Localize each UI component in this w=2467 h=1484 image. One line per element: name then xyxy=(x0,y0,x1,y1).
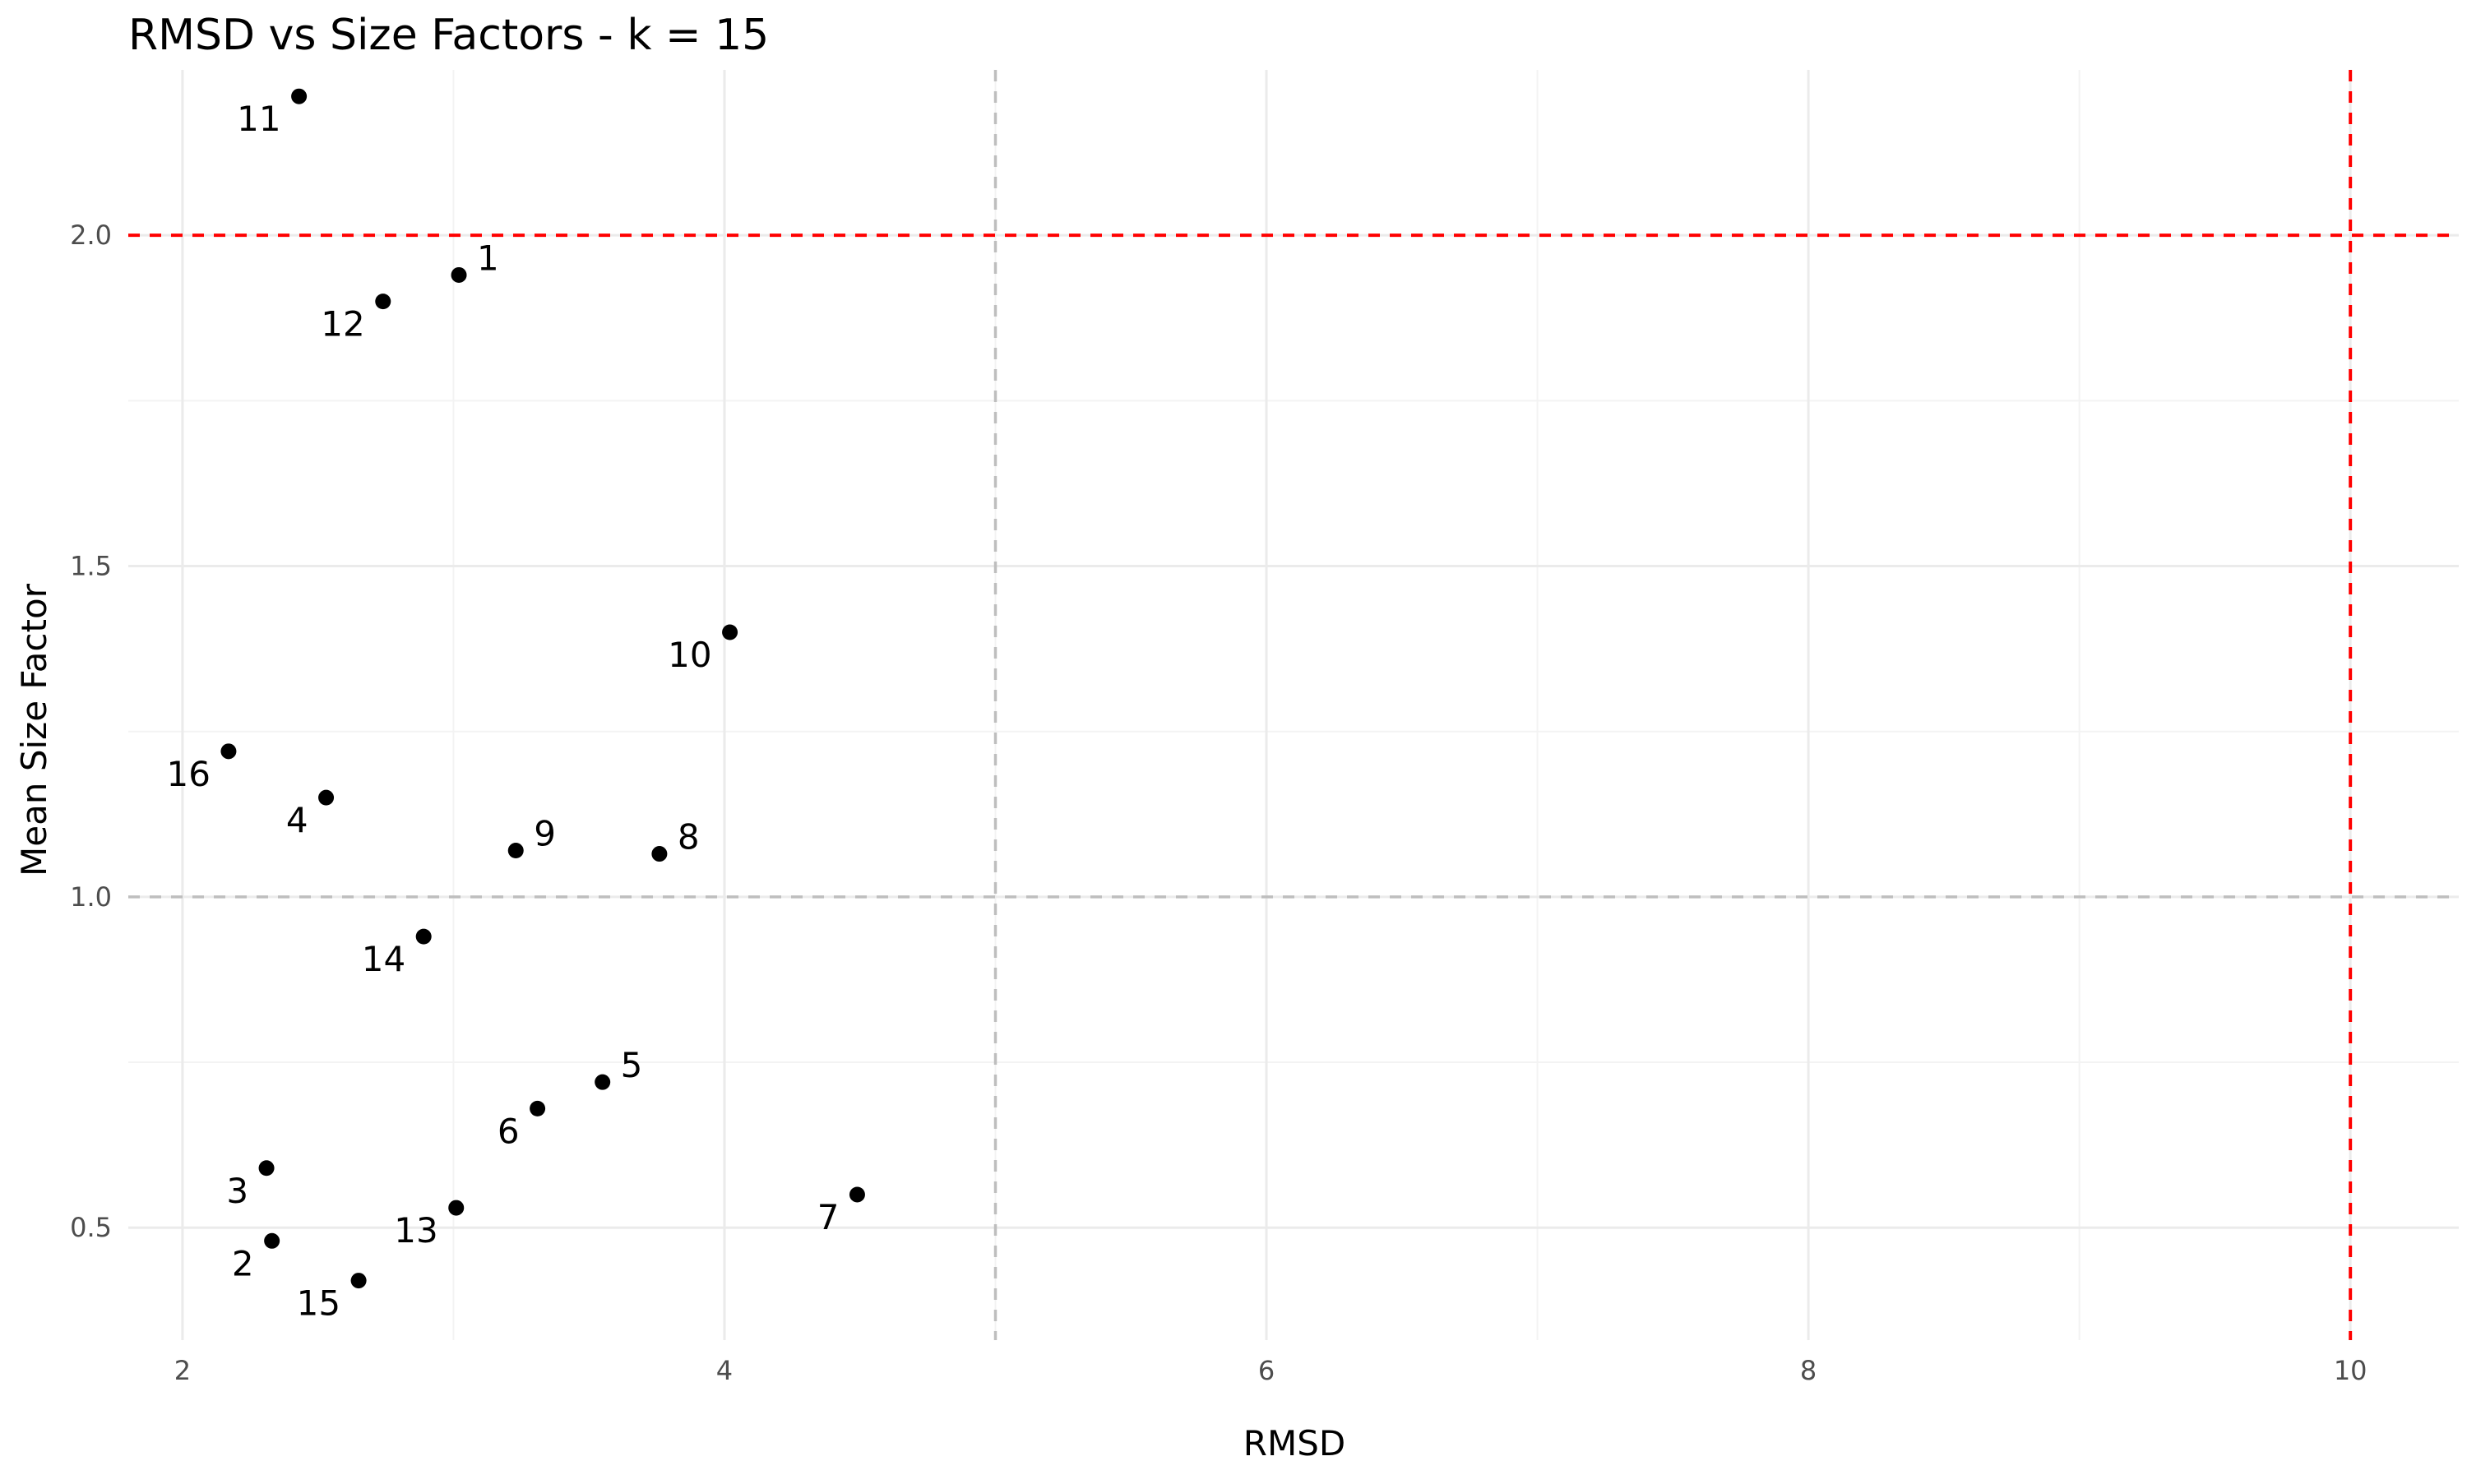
point-label: 13 xyxy=(394,1210,437,1251)
x-tick-label: 4 xyxy=(716,1355,733,1386)
data-point xyxy=(722,624,738,640)
data-point xyxy=(318,789,335,806)
x-tick-label: 10 xyxy=(2334,1355,2367,1386)
data-point xyxy=(264,1232,280,1249)
point-label: 6 xyxy=(498,1111,520,1151)
tick-labels: 2 4 6 8 10 0.5 1.0 1.5 2.0 xyxy=(70,220,2367,1386)
point-label: 5 xyxy=(621,1045,643,1085)
y-axis-title: Mean Size Factor xyxy=(14,583,54,876)
point-label: 1 xyxy=(477,238,499,278)
y-tick-label: 2.0 xyxy=(70,220,112,251)
data-point xyxy=(291,88,308,104)
x-tick-label: 2 xyxy=(174,1355,191,1386)
data-point xyxy=(220,743,237,760)
reference-lines xyxy=(128,70,2459,1340)
data-points xyxy=(220,88,865,1289)
point-label: 15 xyxy=(297,1283,340,1324)
data-point xyxy=(451,266,467,283)
y-tick-label: 1.5 xyxy=(70,551,112,582)
point-label: 2 xyxy=(232,1243,254,1283)
point-label: 4 xyxy=(286,800,308,840)
data-point xyxy=(375,294,391,310)
point-label: 10 xyxy=(668,635,711,675)
chart-title: RMSD vs Size Factors - k = 15 xyxy=(128,11,769,60)
point-label: 11 xyxy=(237,99,280,139)
x-axis-title: RMSD xyxy=(1243,1423,1345,1463)
y-tick-label: 1.0 xyxy=(70,881,112,913)
data-point xyxy=(415,928,432,945)
point-label: 9 xyxy=(534,814,556,854)
x-tick-label: 8 xyxy=(1800,1355,1817,1386)
point-label: 7 xyxy=(817,1197,840,1237)
y-tick-label: 0.5 xyxy=(70,1212,112,1243)
point-label: 16 xyxy=(166,754,210,794)
point-label: 3 xyxy=(226,1171,248,1211)
data-point xyxy=(530,1100,546,1116)
data-point xyxy=(258,1160,275,1177)
point-label: 14 xyxy=(362,939,405,979)
data-point xyxy=(651,846,668,862)
data-point xyxy=(448,1200,465,1216)
x-tick-label: 6 xyxy=(1258,1355,1275,1386)
data-point xyxy=(849,1186,865,1203)
data-point xyxy=(350,1273,367,1289)
data-point xyxy=(507,843,524,859)
point-label: 12 xyxy=(321,304,364,344)
point-label: 8 xyxy=(678,817,700,858)
data-point xyxy=(595,1074,611,1090)
